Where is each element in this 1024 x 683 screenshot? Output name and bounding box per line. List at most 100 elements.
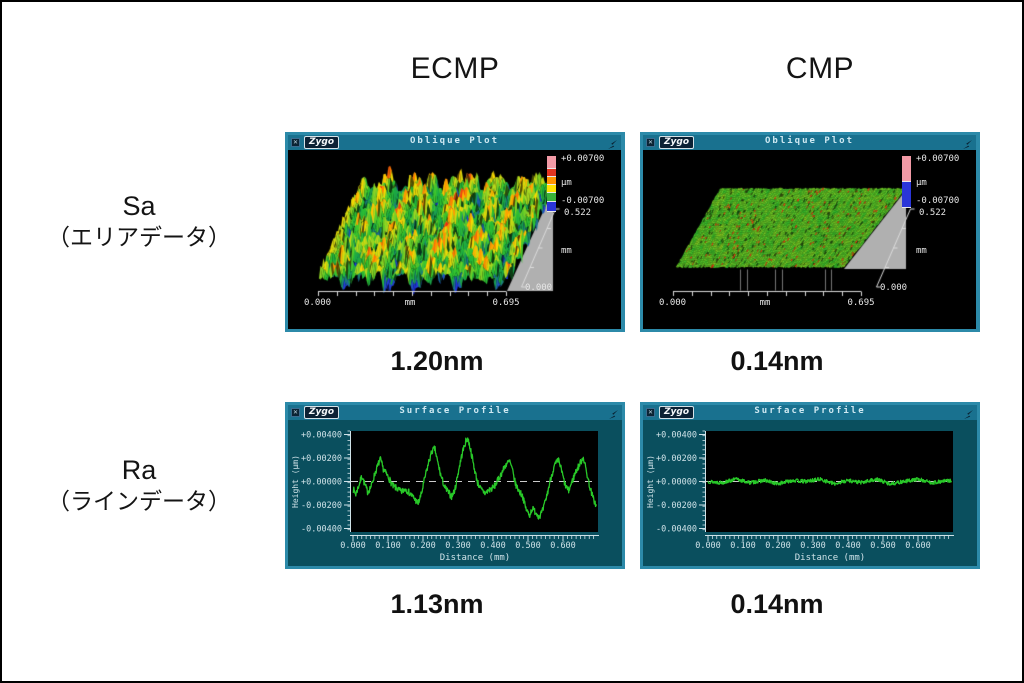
window-title: Surface Profile — [754, 406, 866, 416]
zygo-logo: Zygo — [659, 136, 695, 149]
window-title: Surface Profile — [399, 406, 511, 416]
oblique-plot-area: +0.00700 µm -0.00700 0.522 mm 0.000 0.00… — [643, 150, 976, 329]
y-tick-label: +0.00400 — [656, 431, 697, 441]
value-sa-cmp: 0.14nm — [730, 346, 824, 376]
zygo-window-oblique-ecmp: ✕ Zygo Oblique Plot +0.00700 µm -0.00700… — [285, 132, 625, 332]
y-tick-label: +0.00000 — [656, 478, 697, 488]
surface-profile-chart: +0.00400 +0.00200 +0.00000 -0.00200 -0.00400… — [646, 431, 954, 563]
profile-trace — [707, 476, 952, 486]
y-axis-title: Height (µm) — [291, 455, 300, 508]
y-tick-label: +0.00200 — [301, 454, 342, 464]
zygo-logo: Zygo — [304, 136, 340, 149]
depth-extent-label: 0.522 — [919, 208, 947, 218]
x-tick-label: 0.300 — [445, 541, 471, 551]
row-label-ra-subtitle: （ラインデータ） — [47, 488, 231, 514]
close-icon[interactable]: ✕ — [646, 138, 655, 147]
x-tick-label: 0.200 — [765, 541, 791, 551]
y-axis-title: Height (µm) — [646, 455, 655, 508]
colorbar-segment — [547, 193, 556, 202]
zygo-window-oblique-cmp: ✕ Zygo Oblique Plot +0.00700 µm -0.00700… — [640, 132, 980, 332]
pointer-tool-icon[interactable] — [607, 137, 618, 149]
zygo-window-profile-cmp: ✕ Zygo Surface Profile +0.00400 +0.00200 +… — [640, 402, 980, 569]
x-axis-title: Distance (mm) — [795, 553, 865, 563]
colorscale-unit-label: µm — [916, 178, 927, 188]
y-tick-label: -0.00400 — [301, 525, 342, 535]
y-tick-label: -0.00400 — [656, 525, 697, 535]
colorscale-max-label: +0.00700 — [561, 154, 605, 164]
x-tick-label: 0.400 — [480, 541, 506, 551]
height-colorbar — [902, 156, 911, 208]
zygo-window-profile-ecmp: ✕ Zygo Surface Profile +0.00400 +0.00200 +… — [285, 402, 625, 569]
profile-plot-area: +0.00400 +0.00200 +0.00000 -0.00200 -0.00400… — [288, 420, 622, 566]
x-axis-min-label: 0.000 — [659, 298, 687, 308]
depth-axis-min-label: 0.000 — [525, 283, 553, 293]
zygo-logo: Zygo — [659, 406, 695, 419]
window-title: Oblique Plot — [764, 136, 855, 146]
column-header-ecmp: ECMP — [410, 52, 500, 85]
value-ra-ecmp: 1.13nm — [390, 589, 484, 619]
column-header-cmp: CMP — [785, 52, 855, 85]
colorbar-segment — [547, 202, 556, 212]
x-tick-label: 0.000 — [695, 541, 721, 551]
x-axis-title: Distance (mm) — [440, 553, 510, 563]
oblique-plot-area: +0.00700 µm -0.00700 0.522 mm 0.000 0.00… — [288, 150, 621, 329]
close-icon[interactable]: ✕ — [646, 408, 655, 417]
x-tick-label: 0.200 — [410, 541, 436, 551]
pointer-tool-icon[interactable] — [962, 137, 973, 149]
colorbar-segment — [547, 156, 556, 169]
x-tick-label: 0.500 — [870, 541, 896, 551]
y-tick-label: -0.00200 — [301, 501, 342, 511]
row-label-ra: Ra （ラインデータ） — [14, 454, 264, 516]
x-tick-label: 0.500 — [515, 541, 541, 551]
x-axis-max-label: 0.695 — [492, 298, 520, 308]
x-axis-unit-label: mm — [759, 298, 771, 308]
colorbar-segment — [547, 177, 556, 185]
y-tick-label: +0.00200 — [656, 454, 697, 464]
depth-axis-unit-label: mm — [916, 246, 927, 256]
row-label-sa: Sa （エリアデータ） — [14, 190, 264, 252]
depth-axis-min-label: 0.000 — [880, 283, 908, 293]
row-label-sa-title: Sa — [122, 191, 156, 221]
x-tick-label: 0.300 — [800, 541, 826, 551]
value-ra-cmp: 0.14nm — [730, 589, 824, 619]
colorscale-unit-label: µm — [561, 178, 572, 188]
colorbar-segment — [547, 169, 556, 177]
profile-trace — [352, 437, 597, 520]
x-tick-label: 0.000 — [340, 541, 366, 551]
x-axis-max-label: 0.695 — [847, 298, 875, 308]
depth-axis-unit-label: mm — [561, 246, 572, 256]
row-label-sa-subtitle: （エリアデータ） — [47, 224, 231, 250]
row-label-ra-title: Ra — [121, 455, 157, 485]
profile-plot-area: +0.00400 +0.00200 +0.00000 -0.00200 -0.00400… — [643, 420, 977, 566]
x-tick-label: 0.100 — [730, 541, 756, 551]
window-title: Oblique Plot — [409, 136, 500, 146]
pointer-tool-icon[interactable] — [608, 407, 619, 419]
y-tick-label: -0.00200 — [656, 501, 697, 511]
x-tick-label: 0.600 — [550, 541, 576, 551]
window-titlebar[interactable]: ✕ Zygo Oblique Plot — [288, 135, 621, 150]
depth-extent-label: 0.522 — [564, 208, 592, 218]
value-sa-ecmp: 1.20nm — [390, 346, 484, 376]
oblique-surface-canvas — [643, 150, 976, 329]
colorbar-segment — [902, 182, 911, 208]
y-tick-label: +0.00400 — [301, 431, 342, 441]
x-tick-label: 0.400 — [835, 541, 861, 551]
oblique-surface-canvas — [288, 150, 621, 329]
x-axis-min-label: 0.000 — [304, 298, 332, 308]
colorscale-min-label: -0.00700 — [561, 196, 605, 206]
colorscale-min-label: -0.00700 — [916, 196, 960, 206]
x-axis-unit-label: mm — [404, 298, 416, 308]
surface-profile-chart: +0.00400 +0.00200 +0.00000 -0.00200 -0.00400… — [291, 431, 599, 563]
window-titlebar[interactable]: ✕ Zygo Oblique Plot — [643, 135, 976, 150]
window-titlebar[interactable]: ✕ Zygo Surface Profile — [643, 405, 977, 420]
y-tick-label: +0.00000 — [301, 478, 342, 488]
window-titlebar[interactable]: ✕ Zygo Surface Profile — [288, 405, 622, 420]
pointer-tool-icon[interactable] — [963, 407, 974, 419]
close-icon[interactable]: ✕ — [291, 408, 300, 417]
zygo-logo: Zygo — [304, 406, 340, 419]
colorbar-segment — [902, 156, 911, 182]
close-icon[interactable]: ✕ — [291, 138, 300, 147]
height-colorbar — [547, 156, 556, 212]
colorbar-segment — [547, 185, 556, 193]
